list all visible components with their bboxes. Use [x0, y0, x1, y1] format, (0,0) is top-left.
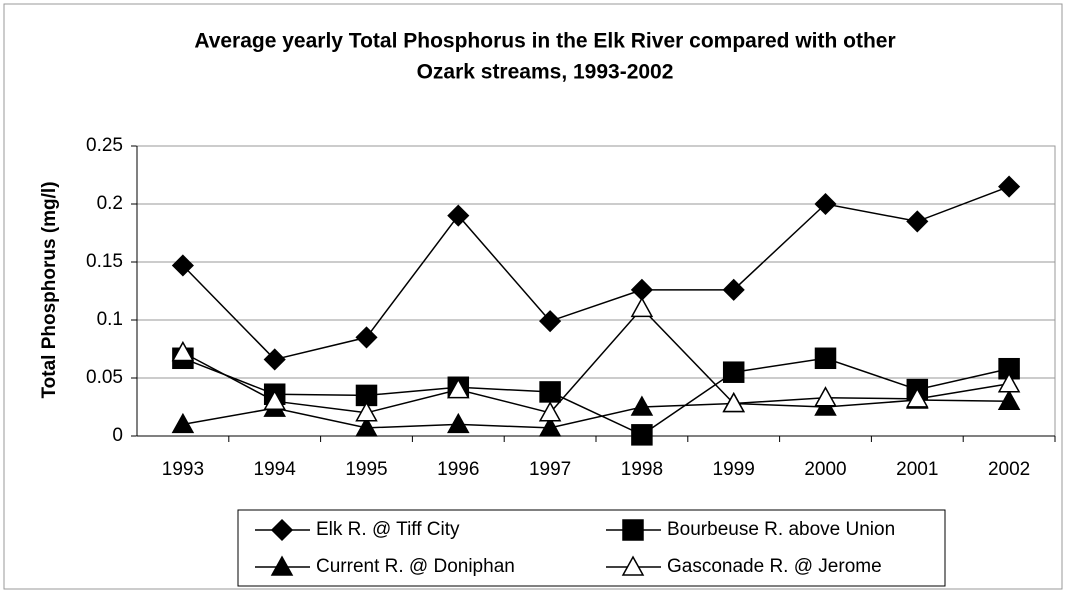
series-line [182, 399, 1010, 429]
y-tick-label: 0.15 [86, 251, 123, 272]
marker [355, 326, 378, 349]
legend-label: Elk R. @ Tiff City [316, 519, 460, 540]
marker [630, 296, 654, 318]
marker [814, 192, 837, 216]
y-tick-label: 0.25 [86, 135, 123, 156]
x-tick-label: 1999 [713, 459, 755, 480]
marker [997, 372, 1021, 393]
legend-box [237, 509, 946, 587]
marker [447, 378, 470, 399]
x-tick-label: 2002 [988, 459, 1030, 480]
marker [263, 348, 286, 371]
x-tick-label: 2000 [804, 459, 846, 480]
y-tick-label: 0.05 [86, 367, 123, 388]
marker [171, 340, 195, 362]
marker [263, 389, 286, 410]
marker [722, 361, 745, 383]
marker [814, 347, 837, 370]
chart-frame [3, 3, 1063, 590]
series-line [182, 357, 1010, 436]
marker [538, 401, 562, 422]
marker [998, 175, 1021, 198]
y-tick-label: 0 [112, 425, 123, 446]
marker [814, 386, 837, 407]
x-tick-label: 1998 [621, 459, 663, 480]
marker [355, 416, 378, 437]
marker [630, 395, 654, 416]
marker [997, 389, 1021, 410]
marker [355, 401, 378, 422]
legend-label: Bourbeuse R. above Union [667, 519, 895, 540]
marker [270, 518, 294, 542]
x-tick-label: 1996 [437, 459, 479, 480]
marker [171, 254, 194, 277]
x-tick-label: 2001 [896, 459, 938, 480]
y-tick-label: 0.1 [97, 309, 123, 330]
marker [539, 381, 561, 403]
marker [906, 387, 929, 408]
x-tick-label: 1994 [254, 459, 297, 480]
marker [631, 424, 653, 446]
series-line [182, 185, 1010, 361]
x-tick-label: 1997 [529, 459, 571, 480]
x-tick-label: 1993 [162, 459, 204, 480]
marker [622, 519, 644, 541]
marker [539, 310, 562, 333]
marker [447, 412, 470, 434]
legend-label: Gasconade R. @ Jerome [667, 556, 882, 577]
marker [722, 391, 745, 413]
marker [906, 210, 929, 233]
chart-title: Ozark streams, 1993-2002 [417, 61, 674, 84]
marker [270, 555, 294, 576]
marker [171, 412, 195, 434]
x-tick-label: 1995 [345, 459, 387, 480]
marker [447, 204, 470, 227]
legend-label: Current R. @ Doniphan [316, 556, 515, 577]
y-axis-label: Total Phosphorus (mg/l) [39, 181, 60, 398]
marker [722, 278, 745, 301]
marker [621, 555, 645, 576]
chart-title: Average yearly Total Phosphorus in the E… [194, 30, 895, 53]
marker [538, 416, 562, 437]
series-line [182, 307, 1010, 414]
y-tick-label: 0.2 [97, 193, 123, 214]
